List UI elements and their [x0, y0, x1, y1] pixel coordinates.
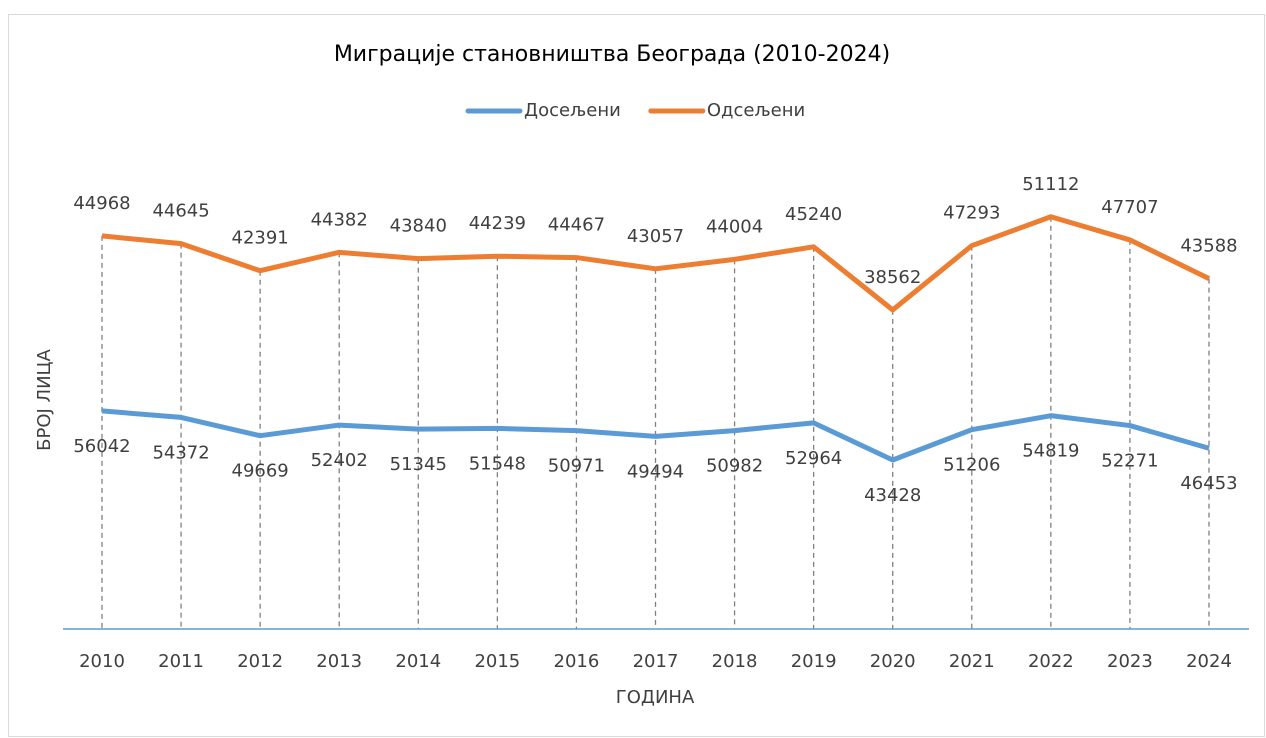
data-label: 44239	[469, 213, 526, 234]
x-tick-label: 2010	[79, 651, 125, 672]
x-tick-label: 2017	[633, 651, 679, 672]
data-label: 43057	[627, 226, 684, 247]
x-tick-label: 2011	[158, 651, 204, 672]
chart-border	[8, 14, 1265, 737]
x-tick-label: 2018	[712, 651, 758, 672]
data-label: 44968	[73, 193, 130, 214]
data-label: 51548	[469, 453, 526, 474]
x-tick-label: 2023	[1107, 651, 1153, 672]
x-axis-title: ГОДИНА	[616, 687, 695, 708]
x-tick-label: 2020	[870, 651, 916, 672]
x-tick-label: 2013	[316, 651, 362, 672]
data-label: 51112	[1022, 174, 1079, 195]
x-tick-label: 2015	[474, 651, 520, 672]
data-label: 52271	[1101, 451, 1158, 472]
legend-label: Досељени	[524, 100, 621, 121]
data-label: 43428	[864, 485, 921, 506]
data-label: 49494	[627, 461, 684, 482]
data-label: 51206	[943, 455, 1000, 476]
data-label: 44467	[548, 215, 605, 236]
data-label: 44004	[706, 216, 763, 237]
data-label: 46453	[1180, 473, 1237, 494]
x-tick-label: 2012	[237, 651, 283, 672]
data-label: 52402	[311, 450, 368, 471]
x-tick-label: 2021	[949, 651, 995, 672]
data-label: 47707	[1101, 197, 1158, 218]
data-label: 50971	[548, 456, 605, 477]
data-label: 54372	[152, 442, 209, 463]
x-tick-label: 2022	[1028, 651, 1074, 672]
data-label: 43840	[390, 216, 447, 237]
series-line	[101, 214, 1211, 313]
data-label: 54819	[1022, 441, 1079, 462]
series-line	[101, 408, 1210, 463]
data-label: 45240	[785, 204, 842, 225]
data-label: 42391	[232, 228, 289, 249]
x-tick-label: 2014	[395, 651, 441, 672]
legend-label: Одсељени	[707, 100, 805, 121]
data-label: 43588	[1180, 236, 1237, 257]
data-label: 50982	[706, 456, 763, 477]
y-axis-title: БРОЈ ЛИЦА	[34, 348, 55, 450]
x-tick-label: 2024	[1186, 651, 1232, 672]
data-label: 44645	[152, 201, 209, 222]
data-label: 56042	[73, 436, 130, 457]
data-label: 49669	[232, 461, 289, 482]
data-label: 51345	[390, 454, 447, 475]
data-label: 52964	[785, 448, 842, 469]
data-label: 44382	[311, 209, 368, 230]
chart-title: Миграције становништва Београда (2010-20…	[334, 42, 890, 67]
x-tick-label: 2016	[554, 651, 600, 672]
data-label: 38562	[864, 267, 921, 288]
data-label: 47293	[943, 203, 1000, 224]
x-tick-label: 2019	[791, 651, 837, 672]
